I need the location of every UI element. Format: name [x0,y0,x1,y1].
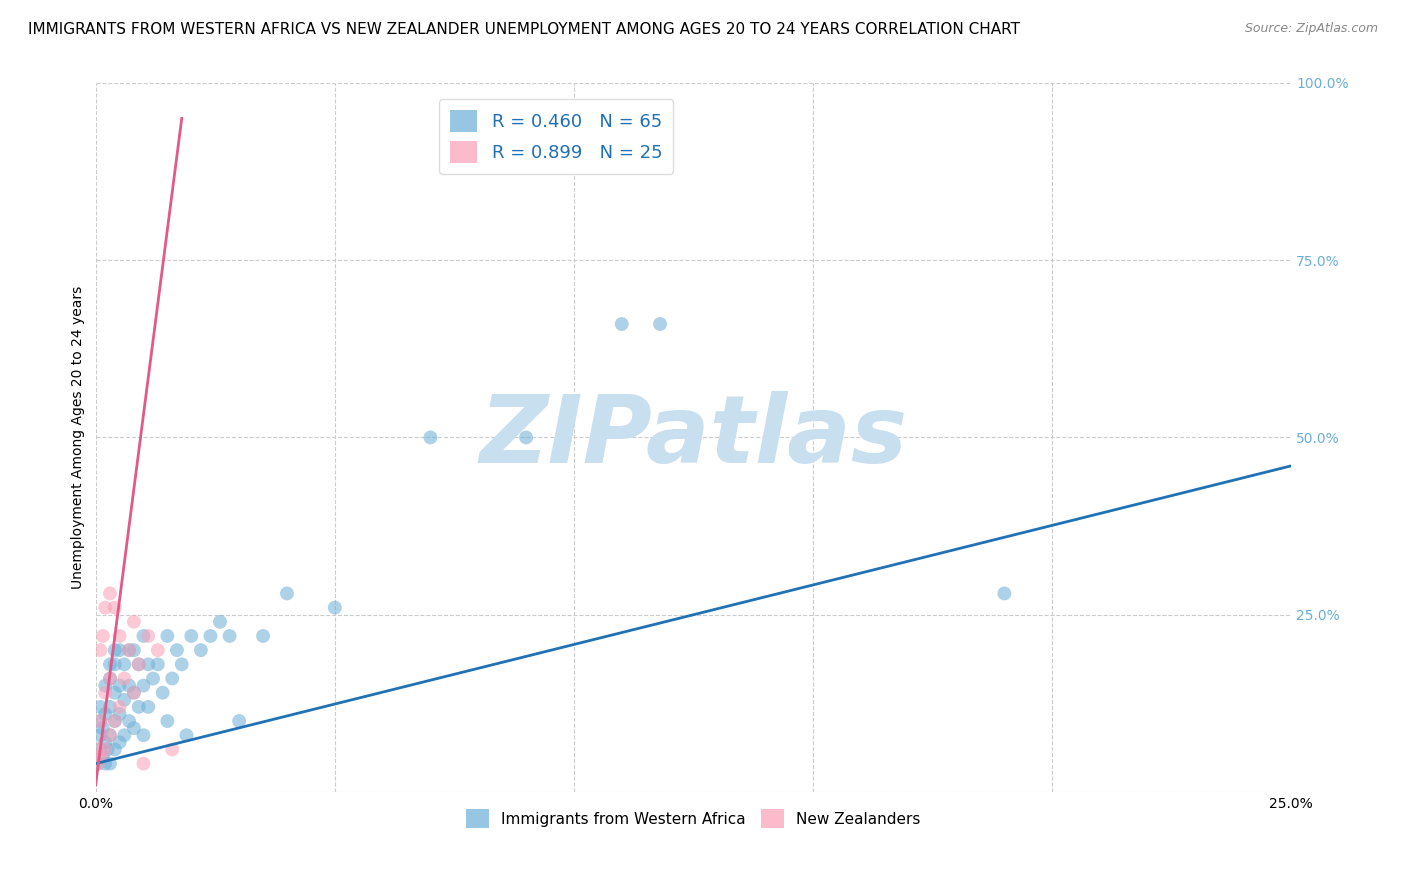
Point [104,714,127,728]
Point [128,657,150,672]
Point [98,756,121,771]
Point [993,586,1015,600]
Point [228,714,250,728]
Point [94,679,117,693]
Point [190,643,212,657]
Point [252,629,274,643]
Text: ZIPatlas: ZIPatlas [479,392,907,483]
Point [112,728,135,742]
Point [208,615,231,629]
Point [108,629,131,643]
Point [108,735,131,749]
Point [122,686,145,700]
Point [118,679,141,693]
Point [98,699,121,714]
Point [89,699,111,714]
Point [89,643,111,657]
Point [89,749,111,764]
Point [104,742,127,756]
Point [112,693,135,707]
Point [87,756,110,771]
Point [122,643,145,657]
Point [276,586,298,600]
Point [104,600,127,615]
Point [132,679,155,693]
Point [87,742,110,756]
Point [166,643,188,657]
Point [91,629,114,643]
Point [160,742,183,756]
Point [128,657,150,672]
Point [156,714,179,728]
Point [91,721,114,735]
Point [136,629,159,643]
Point [136,657,159,672]
Point [104,714,127,728]
Point [108,699,131,714]
Point [142,672,165,686]
Point [98,586,121,600]
Point [98,672,121,686]
Point [104,643,127,657]
Point [180,629,202,643]
Point [89,714,111,728]
Point [97,742,120,756]
Text: Source: ZipAtlas.com: Source: ZipAtlas.com [1244,22,1378,36]
Point [94,756,117,771]
Legend: Immigrants from Western Africa, New Zealanders: Immigrants from Western Africa, New Zeal… [460,803,927,834]
Point [89,728,111,742]
Point [648,317,671,331]
Point [98,728,121,742]
Point [118,643,141,657]
Point [108,706,131,721]
Point [89,742,111,756]
Point [156,629,179,643]
Point [200,629,222,643]
Point [98,672,121,686]
Point [94,742,117,756]
Point [118,643,141,657]
Point [94,735,117,749]
Point [98,728,121,742]
Point [112,672,135,686]
Point [146,657,169,672]
Point [160,672,183,686]
Point [122,686,145,700]
Text: IMMIGRANTS FROM WESTERN AFRICA VS NEW ZEALANDER UNEMPLOYMENT AMONG AGES 20 TO 24: IMMIGRANTS FROM WESTERN AFRICA VS NEW ZE… [28,22,1021,37]
Point [146,643,169,657]
Point [87,756,110,771]
Point [94,600,117,615]
Point [94,686,117,700]
Point [610,317,633,331]
Point [128,699,150,714]
Point [170,657,193,672]
Point [132,629,155,643]
Point [108,679,131,693]
Point [122,615,145,629]
Point [152,686,174,700]
Point [108,643,131,657]
Point [98,657,121,672]
Point [104,686,127,700]
Point [218,629,240,643]
Point [136,699,159,714]
Y-axis label: Unemployment Among Ages 20 to 24 years: Unemployment Among Ages 20 to 24 years [72,285,86,589]
Point [176,728,198,742]
Point [91,749,114,764]
Point [515,430,537,444]
Point [132,756,155,771]
Point [104,657,127,672]
Point [323,600,346,615]
Point [122,721,145,735]
Point [94,706,117,721]
Point [112,657,135,672]
Point [118,714,141,728]
Point [419,430,441,444]
Point [132,728,155,742]
Point [89,714,111,728]
